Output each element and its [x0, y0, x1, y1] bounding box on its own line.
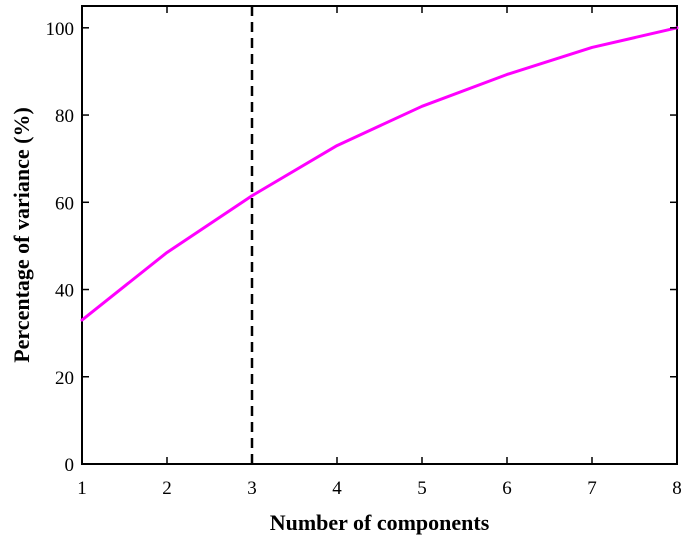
x-axis-label: Number of components: [270, 510, 490, 535]
y-axis-label: Percentage of variance (%): [9, 107, 34, 363]
x-tick-label: 1: [77, 478, 87, 499]
y-tick-label: 40: [55, 281, 74, 302]
y-tick-label: 0: [65, 455, 75, 476]
x-tick-label: 5: [417, 478, 427, 499]
y-tick-label: 60: [55, 193, 74, 214]
x-tick-label: 3: [247, 478, 257, 499]
x-tick-label: 4: [332, 478, 342, 499]
x-tick-label: 7: [587, 478, 597, 499]
y-tick-label: 80: [55, 106, 74, 127]
y-tick-label: 100: [46, 19, 75, 40]
series-line: [82, 28, 677, 320]
plot-area-frame: [82, 6, 677, 464]
x-tick-label: 8: [672, 478, 682, 499]
x-tick-label: 6: [502, 478, 512, 499]
y-tick-label: 20: [55, 368, 74, 389]
x-tick-label: 2: [162, 478, 172, 499]
